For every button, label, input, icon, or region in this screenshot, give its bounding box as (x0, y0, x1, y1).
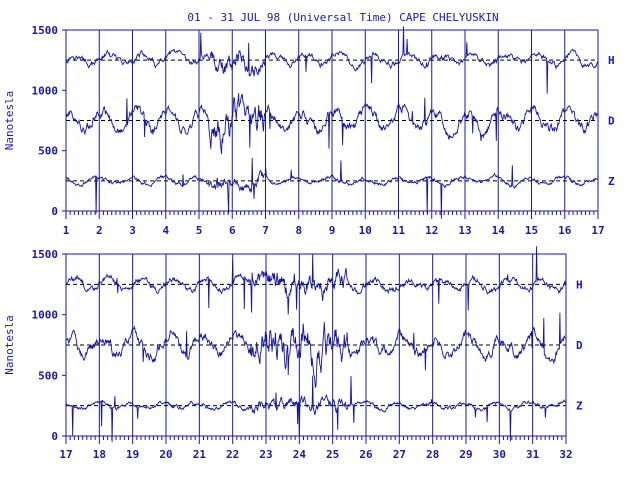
x-tick-label: 24 (293, 448, 307, 461)
y-tick-label: 1500 (32, 248, 59, 261)
x-tick-label: 9 (329, 224, 336, 237)
series-label-d: D (608, 115, 615, 128)
x-tick-label: 11 (392, 224, 406, 237)
y-tick-label: 1000 (32, 309, 59, 322)
x-tick-label: 3 (129, 224, 136, 237)
x-tick-label: 18 (93, 448, 106, 461)
panel-top: 1 2 3 4 5 6 7 8 9 10 11 12 13 14 15 16 17050010001500Nan… (3, 24, 615, 237)
y-axis-label: Nanotesla (3, 91, 16, 151)
y-tick-label: 1500 (32, 24, 59, 37)
series-trace-d (65, 312, 567, 388)
x-tick-label: 26 (359, 448, 373, 461)
series-trace-z (65, 157, 598, 219)
series-label-h: H (576, 278, 583, 291)
x-tick-label: 7 (262, 224, 269, 237)
panel-bottom: 17 18 19 20 21 22 23 24 25 26 27 28 29 30 31 32 0 500 1000… (3, 246, 583, 461)
x-tick-label: 20 (159, 448, 172, 461)
x-tick-label: 29 (459, 448, 472, 461)
x-tick-label: 28 (426, 448, 439, 461)
x-tick-label: 2 (96, 224, 103, 237)
x-tick-label: 12 (425, 224, 438, 237)
series-trace-h (65, 26, 598, 94)
x-tick-label: 17 (59, 448, 72, 461)
y-tick-label: 500 (38, 369, 58, 382)
x-tick-label: 1 (63, 224, 70, 237)
x-tick-label: 19 (126, 448, 139, 461)
x-tick-label: 31 (526, 448, 540, 461)
x-tick-label: 6 (229, 224, 236, 237)
series-label-z: Z (576, 400, 583, 413)
x-tick-label: 32 (559, 448, 572, 461)
x-tick-label: 30 (493, 448, 506, 461)
series-label-d: D (576, 339, 583, 352)
x-tick-label: 25 (326, 448, 339, 461)
x-tick-label: 22 (226, 448, 239, 461)
x-tick-label: 5 (196, 224, 203, 237)
series-label-z: Z (608, 175, 615, 188)
y-tick-label: 500 (38, 145, 58, 158)
x-tick-label: 23 (259, 448, 272, 461)
y-tick-label: 0 (51, 205, 58, 218)
x-tick-label: 16 (558, 224, 572, 237)
x-tick-label: 10 (359, 224, 372, 237)
y-tick-label: 0 (51, 430, 58, 443)
series-label-h: H (608, 54, 615, 67)
x-tick-label: 21 (193, 448, 207, 461)
x-tick-label: 4 (162, 224, 169, 237)
series-trace-h (65, 246, 567, 315)
y-axis-label: Nanotesla (3, 315, 16, 375)
x-tick-label: 15 (525, 224, 538, 237)
x-tick-label: 8 (295, 224, 302, 237)
x-tick-label: 14 (492, 224, 506, 237)
chart-title: 01 - 31 JUL 98 (Universal Time) CAPE CHE… (187, 11, 498, 24)
series-trace-z (65, 375, 567, 442)
series-trace-d (65, 93, 599, 154)
x-tick-label: 17 (591, 224, 604, 237)
x-tick-label: 27 (393, 448, 406, 461)
y-tick-label: 1000 (32, 84, 59, 97)
x-tick-label: 13 (458, 224, 471, 237)
